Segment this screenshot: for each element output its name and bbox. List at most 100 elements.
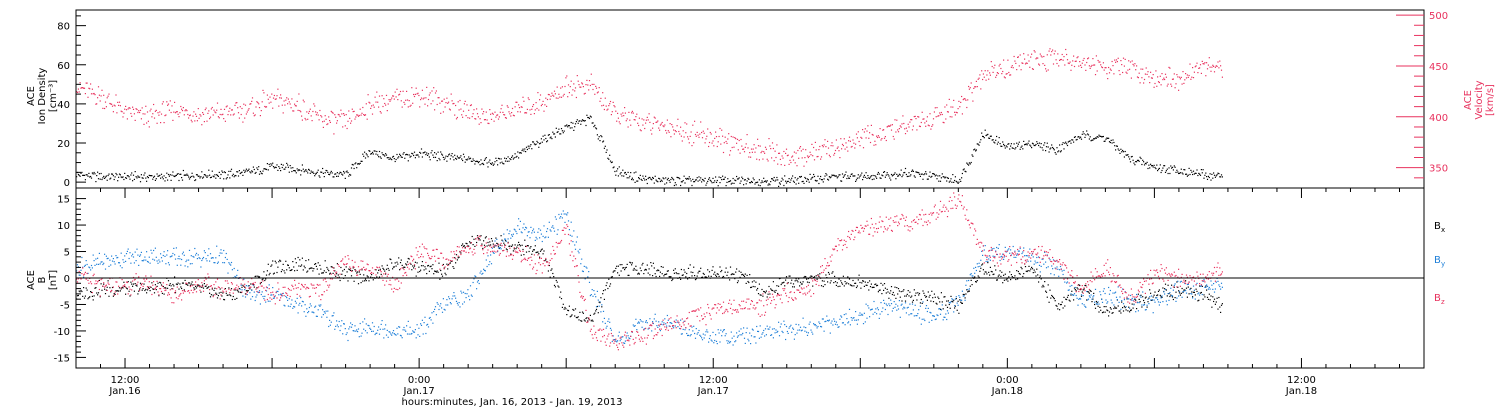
bx-point	[87, 298, 89, 300]
bx-point	[581, 311, 584, 313]
bx-point	[160, 284, 163, 286]
bx-point	[513, 248, 515, 250]
velocity-point	[1056, 62, 1058, 65]
by-point	[93, 260, 95, 262]
velocity-point	[511, 107, 514, 110]
ion-density-point	[910, 174, 912, 176]
by-point	[174, 258, 177, 260]
bx-point	[672, 278, 674, 280]
ion-density-point	[855, 180, 857, 182]
bx-point	[185, 283, 187, 285]
velocity-point	[820, 156, 823, 158]
velocity-point	[560, 87, 562, 89]
by-point	[369, 327, 371, 329]
ion-density-point	[420, 152, 422, 154]
velocity-point	[711, 142, 713, 144]
ion-density-point	[264, 168, 266, 170]
bx-point	[177, 282, 179, 284]
velocity-point	[1091, 64, 1093, 66]
bx-point	[940, 292, 942, 294]
ion-density-point	[1146, 161, 1148, 163]
bx-point	[876, 285, 878, 287]
velocity-point	[838, 150, 840, 152]
ion-density-point	[79, 175, 81, 177]
bx-point	[333, 267, 335, 269]
bx-point	[868, 289, 870, 291]
velocity-point	[369, 102, 371, 104]
bx-point	[393, 266, 395, 268]
ion-density-point	[778, 182, 781, 184]
bx-point	[1033, 269, 1035, 271]
ion-density-point	[279, 167, 281, 169]
velocity-point	[239, 106, 241, 108]
ion-density-point	[800, 175, 802, 178]
ion-density-point	[1066, 143, 1068, 145]
ion-density-point	[898, 173, 900, 175]
ion-density-point	[888, 175, 890, 177]
by-point	[306, 308, 308, 310]
ion-density-point	[138, 176, 140, 178]
bx-point	[152, 288, 154, 290]
velocity-point	[989, 74, 991, 76]
velocity-point	[868, 137, 870, 139]
by-point	[124, 255, 126, 257]
ion-density-point	[665, 177, 667, 179]
ion-density-point	[275, 166, 277, 169]
bx-point	[846, 282, 848, 284]
by-point	[201, 259, 203, 262]
by-point	[680, 333, 682, 335]
ion-density-point	[349, 173, 351, 176]
by-point	[455, 297, 457, 299]
ion-density-point	[668, 179, 670, 182]
ion-density-point	[148, 174, 150, 176]
bx-point	[767, 293, 769, 295]
bx-point	[361, 269, 363, 271]
ion-density-point	[951, 181, 953, 183]
bx-point	[595, 308, 598, 310]
by-point	[944, 316, 946, 318]
by-point	[649, 318, 651, 320]
ion-density-point	[600, 135, 602, 137]
by-point	[695, 328, 697, 330]
bx-point	[729, 266, 732, 268]
by-point	[132, 256, 135, 258]
velocity-point	[207, 112, 209, 114]
by-point	[969, 274, 971, 276]
velocity-point	[1018, 65, 1020, 67]
velocity-point	[515, 101, 517, 103]
velocity-point	[501, 104, 503, 106]
ion-density-point	[954, 179, 956, 182]
by-point	[471, 295, 473, 297]
by-point	[413, 331, 415, 333]
bx-point	[487, 241, 489, 244]
by-point	[137, 254, 139, 256]
ion-density-point	[739, 182, 741, 184]
velocity-point	[427, 105, 429, 107]
bx-point	[270, 265, 272, 267]
velocity-point	[85, 82, 87, 84]
velocity-point	[935, 116, 937, 118]
by-point	[734, 341, 736, 343]
by-point	[449, 302, 451, 304]
bx-point	[244, 293, 247, 295]
bx-point	[569, 316, 571, 318]
by-point	[79, 274, 81, 276]
ion-density-point	[737, 178, 739, 180]
ion-density-point	[776, 176, 778, 179]
velocity-point	[817, 155, 819, 158]
velocity-point	[831, 142, 833, 144]
by-point	[355, 330, 357, 332]
velocity-point	[476, 108, 478, 110]
bx-point	[381, 265, 383, 267]
ion-density-point	[1151, 165, 1153, 167]
by-point	[91, 267, 93, 269]
ion-density-point	[1148, 164, 1150, 166]
velocity-point	[269, 96, 271, 98]
by-point	[296, 297, 298, 299]
ion-density-point	[163, 175, 165, 177]
by-point	[542, 235, 544, 237]
bx-point	[961, 302, 963, 304]
velocity-point	[345, 114, 347, 116]
ion-density-point	[1120, 148, 1122, 150]
ion-density-point	[589, 115, 591, 117]
